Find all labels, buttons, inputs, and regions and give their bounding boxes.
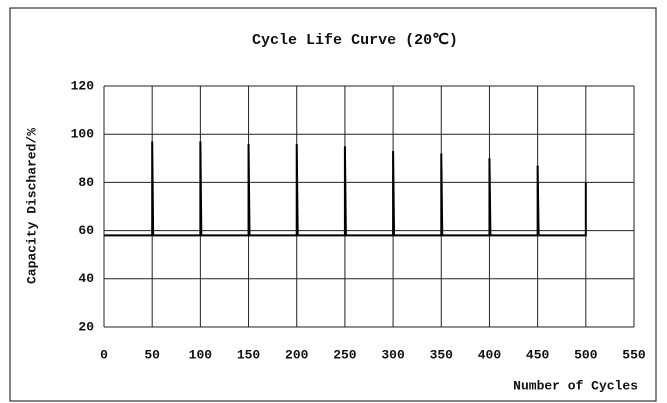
x-tick-label: 50 [144, 347, 160, 362]
x-tick-label: 300 [381, 347, 405, 362]
y-tick-label: 80 [78, 175, 94, 190]
frame [9, 7, 657, 402]
x-tick-label: 400 [478, 347, 502, 362]
chart-title: Cycle Life Curve (20℃) [252, 32, 458, 49]
y-tick-label: 120 [71, 78, 95, 93]
y-tick-label: 40 [78, 271, 94, 286]
x-tick-label: 250 [333, 347, 357, 362]
x-tick-label: 0 [100, 347, 108, 362]
y-tick-label: 20 [78, 319, 94, 334]
y-tick-label: 100 [71, 127, 95, 142]
x-tick-label: 350 [430, 347, 454, 362]
x-axis-label: Number of Cycles [513, 378, 638, 393]
data-line [104, 141, 587, 237]
y-axis-label: Capacity Dischared/% [24, 128, 39, 284]
x-tick-label: 100 [189, 347, 213, 362]
x-tick-label: 150 [237, 347, 261, 362]
x-tick-label: 450 [526, 347, 550, 362]
x-tick-label: 550 [622, 347, 646, 362]
x-tick-label: 500 [574, 347, 598, 362]
x-tick-label: 200 [285, 347, 309, 362]
y-tick-label: 60 [78, 223, 94, 238]
